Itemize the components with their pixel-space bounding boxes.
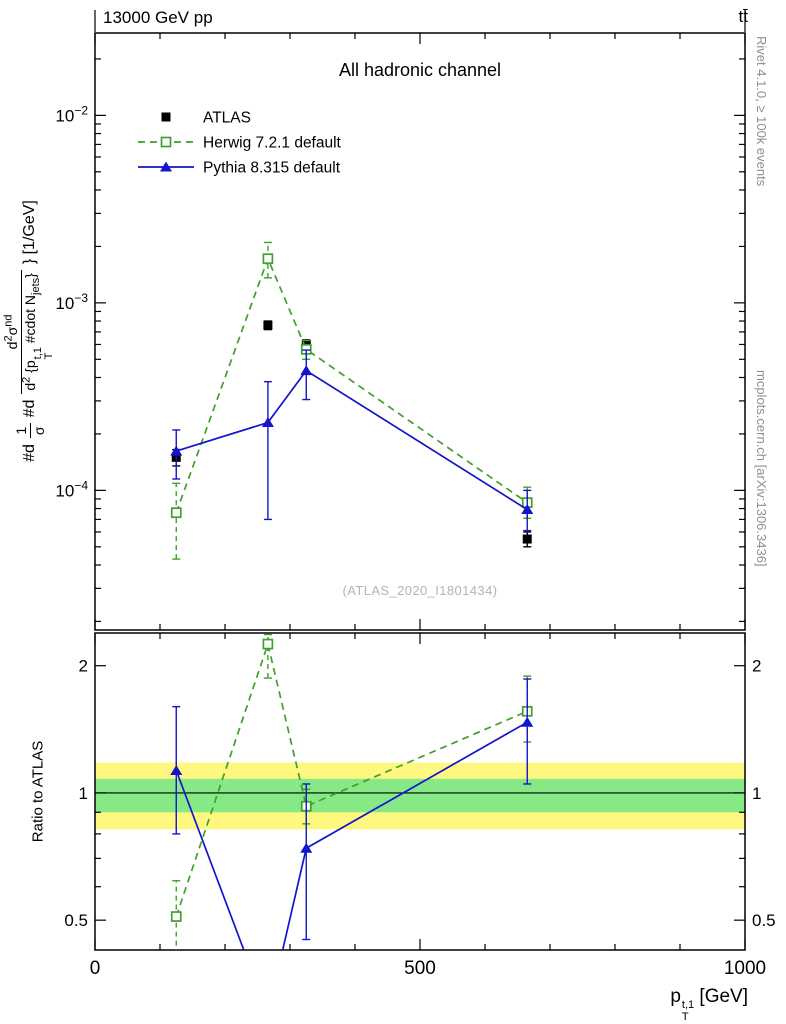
ratio-y-tick-label-right: 1: [752, 784, 761, 803]
process-label: tt̄: [738, 7, 748, 26]
marker-filled-triangle: [262, 1008, 274, 1018]
series-pythia-8-315-default: [170, 678, 534, 1018]
marker-filled-triangle: [160, 161, 172, 172]
ratio-y-tick-label-right: 2: [752, 657, 761, 676]
pt-subsup: t,1 T: [681, 999, 695, 1023]
rivet-version-label: Rivet 4.1.0, ≥ 100k events: [754, 36, 769, 187]
legend: ATLAS Herwig 7.2.1 default Pythia 8.315 de…: [138, 110, 342, 177]
ylabel-units: } [1/GeV]: [21, 200, 38, 265]
ylabel-frac-cross-section: d2σnd d2 {p t,1 T #cdot Njets}: [2, 270, 56, 394]
x-tick-label: 500: [404, 958, 436, 979]
x-axis-label: p t,1 T [GeV]: [670, 986, 748, 1023]
marker-filled-triangle: [521, 716, 534, 727]
ratio-y-tick-label-left: 2: [79, 657, 88, 676]
marker-filled-triangle: [521, 504, 534, 515]
ratio-band-green: [95, 778, 745, 813]
marker-open-square: [262, 253, 274, 265]
marker-filled-triangle: [170, 765, 183, 776]
main-panel-frame: [94, 32, 746, 631]
marker-open-square: [170, 507, 182, 519]
main-y-tick-label: 10−2: [55, 103, 88, 125]
series-atlas: [171, 320, 532, 548]
ylabel-mid: #d: [21, 399, 38, 418]
marker-open-square: [262, 638, 274, 650]
legend-label-herwig-7-2-1-default: Herwig 7.2.1 default: [203, 135, 342, 152]
plot-title: All hadronic channel: [338, 60, 502, 80]
marker-filled-square: [263, 320, 273, 330]
legend-label-atlas: ATLAS: [203, 110, 251, 127]
marker-filled-triangle: [300, 842, 313, 853]
main-y-tick-label: 10−4: [55, 478, 88, 500]
marker-filled-square: [522, 534, 532, 544]
ratio-y-tick-label-right: 0.5: [752, 911, 776, 930]
ratio-panel-frame: [94, 632, 746, 951]
marker-filled-triangle: [261, 417, 274, 428]
marker-open-square: [160, 136, 172, 148]
main-y-tick-label: 10−3: [55, 291, 88, 313]
x-tick-label: 1000: [724, 958, 766, 979]
ylabel-prefix: #d: [21, 444, 38, 462]
marker-filled-square: [161, 112, 171, 122]
analysis-id-watermark: (ATLAS_2020_I1801434): [342, 583, 498, 598]
series-pythia-8-315-default: [170, 349, 534, 532]
marker-filled-triangle: [300, 365, 313, 376]
series-herwig-7-2-1-default: [170, 241, 533, 560]
marker-open-square: [170, 911, 182, 922]
marker-filled-triangle: [170, 445, 183, 456]
beam-energy-label: 13000 GeV pp: [103, 8, 213, 27]
ratio-y-tick-label-left: 0.5: [64, 911, 88, 930]
mcplots-arxiv-label: mcplots.cern.ch [arXiv:1306.3436]: [754, 370, 769, 567]
legend-label-pythia-8-315-default: Pythia 8.315 default: [203, 160, 341, 177]
ratio-y-tick-label-left: 1: [79, 784, 88, 803]
x-tick-label: 0: [90, 958, 101, 979]
axis-ticks: [94, 10, 746, 950]
ratio-y-axis-label: Ratio to ATLAS: [29, 740, 47, 843]
